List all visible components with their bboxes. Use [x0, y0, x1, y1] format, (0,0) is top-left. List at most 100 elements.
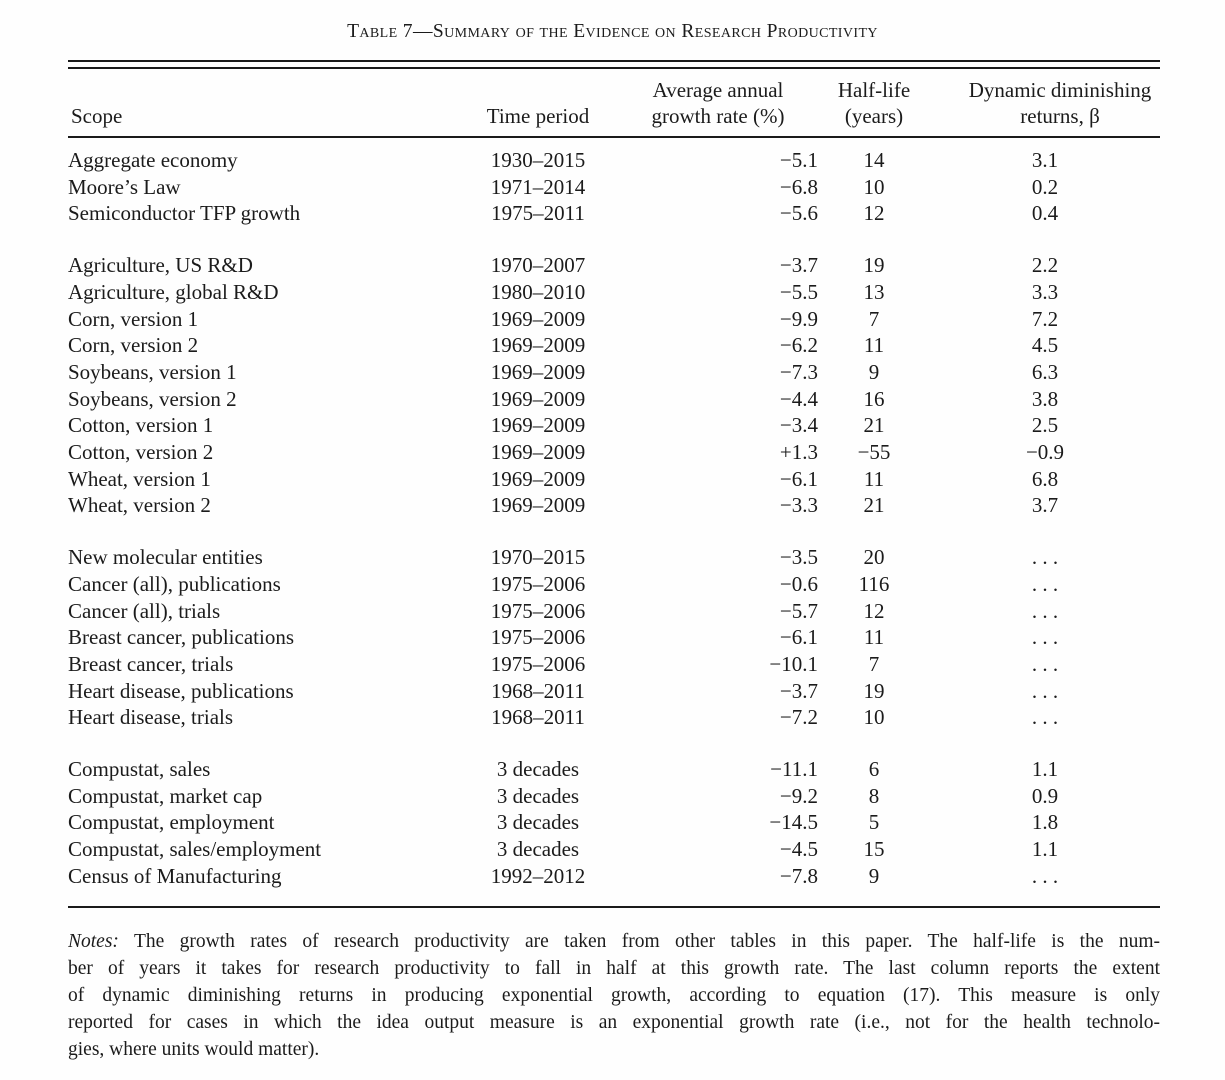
scope-cell: Agriculture, US R&D — [68, 253, 253, 278]
table-row: Wheat, version 2 1969–2009 −3.3 21 3.7 — [68, 492, 1160, 519]
halflife-cell: 7 — [868, 306, 880, 331]
notes-line-2: ber of years it takes for research produ… — [68, 957, 1160, 979]
returns-cell: . . . — [1031, 625, 1059, 650]
time-cell: 1968–2011 — [491, 678, 585, 703]
time-cell: 3 decades — [496, 757, 580, 782]
halflife-cell: 9 — [868, 863, 880, 888]
table-title: Table 7—Summary of the Evidence on Resea… — [347, 21, 878, 42]
header-row: Scope Time period Average annual growth … — [68, 69, 1160, 138]
scope-cell: Wheat, version 1 — [68, 466, 211, 491]
growth-cell: −5.5 — [779, 279, 818, 304]
halflife-cell: 12 — [863, 598, 885, 623]
halflife-cell: 11 — [863, 333, 885, 358]
growth-cell: −4.4 — [779, 386, 818, 411]
table-header: Scope Time period Average annual growth … — [68, 69, 1160, 138]
time-cell: 3 decades — [496, 837, 580, 862]
time-cell: 3 decades — [496, 810, 580, 835]
table-row: Corn, version 1 1969–2009 −9.9 7 7.2 — [68, 306, 1160, 333]
halflife-cell: 8 — [868, 783, 880, 808]
halflife-cell: 13 — [863, 279, 885, 304]
table-row: Semiconductor TFP growth 1975–2011 −5.6 12 0… — [68, 200, 1160, 227]
scope-cell: Moore’s Law — [68, 174, 181, 199]
notes-label: Notes: — [68, 930, 119, 952]
scope-cell: Cancer (all), trials — [68, 598, 221, 623]
halflife-cell: 21 — [863, 413, 885, 438]
table-row: Cancer (all), trials 1975–2006 −5.7 12 . . . — [68, 598, 1160, 625]
scope-cell: Soybeans, version 2 — [68, 386, 237, 411]
spacer-cell — [68, 137, 1160, 147]
table-row: Compustat, sales 3 decades −11.1 6 1.1 — [68, 756, 1160, 783]
table-row: Cancer (all), publications 1975–2006 −0.6 1… — [68, 571, 1160, 598]
scope-cell: Compustat, sales — [68, 757, 211, 782]
notes-line-1: Notes: The growth rates of research prod… — [68, 928, 1160, 955]
halflife-cell: 15 — [863, 837, 885, 862]
table-row: Compustat, employment 3 decades −14.5 5 1.8 — [68, 809, 1160, 836]
returns-cell: −0.9 — [1025, 440, 1065, 465]
scope-cell: Compustat, employment — [68, 810, 275, 835]
time-cell: 1980–2010 — [490, 279, 586, 304]
time-cell: 1969–2009 — [490, 359, 586, 384]
halflife-cell: 116 — [858, 571, 890, 596]
scope-cell: Census of Manufacturing — [68, 863, 282, 888]
returns-cell: 1.1 — [1031, 837, 1059, 862]
returns-cell: 0.2 — [1031, 174, 1059, 199]
returns-cell: 2.5 — [1031, 413, 1059, 438]
research-productivity-table: Scope Time period Average annual growth … — [68, 69, 1160, 890]
scope-cell: Cotton, version 1 — [68, 413, 214, 438]
spacer-cell — [68, 731, 1160, 756]
returns-cell: 4.5 — [1031, 333, 1059, 358]
scope-cell: Corn, version 2 — [68, 333, 199, 358]
table-row: Wheat, version 1 1969–2009 −6.1 11 6.8 — [68, 466, 1160, 493]
table-row: Compustat, market cap 3 decades −9.2 8 0.9 — [68, 783, 1160, 810]
bottom-rule — [68, 905, 1160, 908]
growth-cell: −14.5 — [769, 810, 818, 835]
table-row: Census of Manufacturing 1992–2012 −7.8 9 . .… — [68, 863, 1160, 890]
time-cell: 1970–2007 — [490, 253, 586, 278]
scope-cell: Heart disease, trials — [68, 705, 234, 730]
growth-cell: +1.3 — [779, 440, 818, 465]
table-row: Soybeans, version 2 1969–2009 −4.4 16 3.8 — [68, 386, 1160, 413]
returns-cell: . . . — [1031, 651, 1059, 676]
table-row: Cotton, version 1 1969–2009 −3.4 21 2.5 — [68, 412, 1160, 439]
halflife-cell: −55 — [857, 440, 891, 465]
halflife-cell: 10 — [863, 174, 885, 199]
time-cell: 1969–2009 — [490, 333, 586, 358]
returns-cell: 1.1 — [1031, 757, 1059, 782]
growth-cell: −3.7 — [779, 253, 818, 278]
returns-cell: 2.2 — [1031, 253, 1059, 278]
scope-cell: Aggregate economy — [68, 148, 238, 172]
top-double-rule — [68, 60, 1160, 69]
table-row: Aggregate economy 1930–2015 −5.1 14 3.1 — [68, 147, 1160, 174]
time-cell: 1969–2009 — [490, 440, 586, 465]
spacer-cell — [68, 519, 1160, 544]
spacer-row — [68, 137, 1160, 147]
header-half-life: Half-life (years) — [818, 69, 930, 138]
halflife-cell: 11 — [863, 466, 885, 491]
table-row: Breast cancer, publications 1975–2006 −6.1… — [68, 624, 1160, 651]
time-cell: 1969–2009 — [490, 413, 586, 438]
time-cell: 1969–2009 — [490, 466, 586, 491]
table-row: Moore’s Law 1971–2014 −6.8 10 0.2 — [68, 174, 1160, 201]
scope-cell: Soybeans, version 1 — [68, 359, 237, 384]
returns-cell: . . . — [1031, 705, 1059, 730]
returns-cell: 6.8 — [1031, 466, 1059, 491]
header-growth-rate: Average annual growth rate (%) — [618, 69, 818, 138]
returns-cell: . . . — [1031, 863, 1059, 888]
halflife-cell: 11 — [863, 625, 885, 650]
growth-cell: −5.1 — [779, 148, 818, 172]
notes-line-5: gies, where units would matter). — [68, 1038, 320, 1060]
table-row: Cotton, version 2 1969–2009 +1.3 −55 −0.9 — [68, 439, 1160, 466]
returns-cell: . . . — [1031, 678, 1059, 703]
growth-cell: −5.7 — [779, 598, 818, 623]
growth-cell: −5.6 — [779, 201, 818, 226]
time-cell: 1969–2009 — [490, 386, 586, 411]
time-cell: 1975–2006 — [490, 651, 586, 676]
time-cell: 1975–2011 — [491, 201, 585, 226]
notes-line-4: reported for cases in which the idea out… — [68, 1011, 1160, 1033]
halflife-cell: 19 — [863, 678, 885, 703]
returns-cell: 7.2 — [1031, 306, 1059, 331]
spacer-row — [68, 731, 1160, 756]
table-row: Agriculture, global R&D 1980–2010 −5.5 13 3.… — [68, 279, 1160, 306]
growth-cell: −9.2 — [779, 783, 818, 808]
returns-cell: 0.4 — [1031, 201, 1059, 226]
